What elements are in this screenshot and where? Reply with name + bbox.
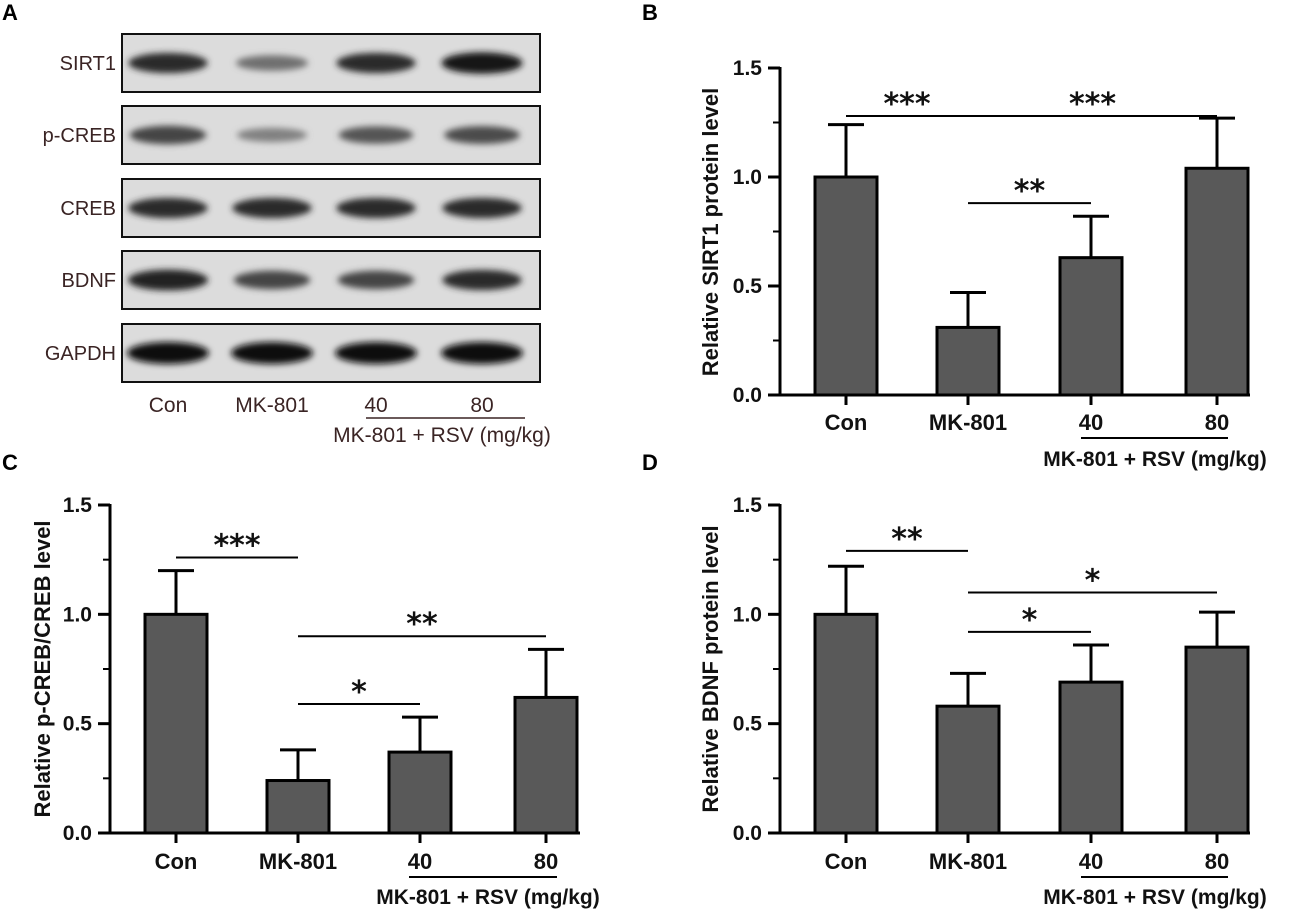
x-tick-label: MK-801 [929, 849, 1007, 874]
blot-group-label: MK-801 + RSV (mg/kg) [333, 424, 551, 447]
blot-protein-label: BDNF [62, 270, 116, 292]
blot-lane-label: 40 [364, 394, 387, 417]
x-tick-label: 80 [1205, 849, 1229, 874]
blot-protein-label: SIRT1 [60, 53, 116, 75]
chart-panel-b: B Relative SIRT1 protein level 0.0 0.5 1.0 1.… [642, 0, 1267, 471]
x-tick-label: 40 [408, 849, 432, 874]
chart-panel-d: D Relative BDNF protein level 0.0 0.5 1.0 1.5… [642, 450, 1267, 909]
panel-letter: D [642, 450, 658, 475]
blot-band [336, 52, 416, 74]
x-tick-label: 80 [1205, 410, 1229, 435]
significance-label: *** [213, 528, 260, 563]
blot-band [127, 269, 209, 291]
significance-label: *** [1069, 87, 1116, 122]
y-tick-label: 1.5 [63, 494, 93, 517]
y-axis-label: Relative p-CREB/CREB level [30, 520, 55, 817]
blot-band [128, 52, 208, 74]
blot-band [338, 126, 414, 144]
bar [143, 612, 209, 835]
significance-label: * [1085, 563, 1101, 598]
blot-band [129, 125, 207, 145]
bar [813, 612, 879, 835]
blot-band [441, 52, 523, 74]
x-tick-label: Con [825, 410, 868, 435]
y-tick-label: 0.5 [63, 713, 93, 736]
y-tick-label: 1.5 [733, 57, 763, 80]
blot-band [128, 197, 208, 219]
x-tick-label: 40 [1079, 849, 1103, 874]
western-blot-panel: A SIRT1 p-CREB CREB BDNF GAPDH Con MK-801 40 80 M… [2, 0, 551, 447]
blot-band [232, 197, 312, 219]
y-tick-label: 1.0 [63, 603, 92, 626]
y-tick-label: 0.5 [733, 275, 763, 298]
blot-lane-label: 80 [470, 394, 493, 417]
y-axis-label: Relative SIRT1 protein level [698, 88, 723, 377]
significance-label: * [351, 675, 367, 710]
bar [1058, 256, 1124, 397]
y-tick-label: 0.5 [733, 713, 763, 736]
chart-panel-c: C Relative p-CREB/CREB level 0.0 0.5 1.0 1.5 C… [2, 450, 600, 909]
panel-letter: C [2, 450, 18, 475]
significance-label: *** [883, 87, 930, 122]
blot-band [336, 197, 416, 219]
blot-protein-label: p-CREB [43, 125, 116, 147]
blot-band [337, 270, 415, 290]
blot-protein-label: CREB [60, 198, 116, 220]
x-tick-label: Con [825, 849, 868, 874]
y-tick-label: 0.0 [733, 384, 762, 407]
significance-label: ** [891, 522, 923, 557]
x-tick-label: 40 [1079, 410, 1103, 435]
x-tick-label: MK-801 [929, 410, 1007, 435]
significance-label: ** [1014, 174, 1046, 209]
y-axis-label: Relative BDNF protein level [698, 525, 723, 812]
blot-band [335, 342, 417, 364]
bar [935, 704, 1001, 835]
blot-band [442, 197, 522, 219]
bar [1184, 645, 1250, 835]
y-tick-label: 1.0 [733, 603, 762, 626]
group-label: MK-801 + RSV (mg/kg) [1043, 448, 1266, 471]
significance-label: * [1022, 603, 1038, 638]
x-tick-label: Con [155, 849, 198, 874]
group-label: MK-801 + RSV (mg/kg) [1043, 886, 1266, 909]
blot-band [441, 342, 523, 364]
blot-band [233, 270, 311, 290]
bar [265, 779, 331, 835]
panel-letter: B [642, 0, 658, 25]
y-tick-label: 1.5 [733, 494, 763, 517]
blot-lane-label: Con [149, 394, 188, 417]
y-tick-label: 1.0 [733, 166, 762, 189]
bar [1058, 680, 1124, 835]
significance-label: ** [406, 607, 438, 642]
blot-band [442, 269, 522, 291]
blot-band [236, 127, 308, 143]
bar [387, 750, 453, 835]
blot-band [235, 55, 309, 71]
x-tick-label: MK-801 [259, 849, 337, 874]
x-tick-label: 80 [534, 849, 558, 874]
bar [813, 175, 879, 397]
blot-band [444, 126, 520, 144]
blot-band [127, 342, 209, 364]
y-tick-label: 0.0 [733, 822, 762, 845]
bar [1184, 166, 1250, 397]
blot-band [231, 342, 313, 364]
bar [935, 325, 1001, 397]
bar [513, 695, 579, 835]
panel-letter-a: A [2, 0, 18, 25]
blot-lane-label: MK-801 [235, 394, 309, 417]
blot-protein-label: GAPDH [45, 343, 116, 365]
y-tick-label: 0.0 [63, 822, 92, 845]
group-label: MK-801 + RSV (mg/kg) [376, 886, 599, 909]
